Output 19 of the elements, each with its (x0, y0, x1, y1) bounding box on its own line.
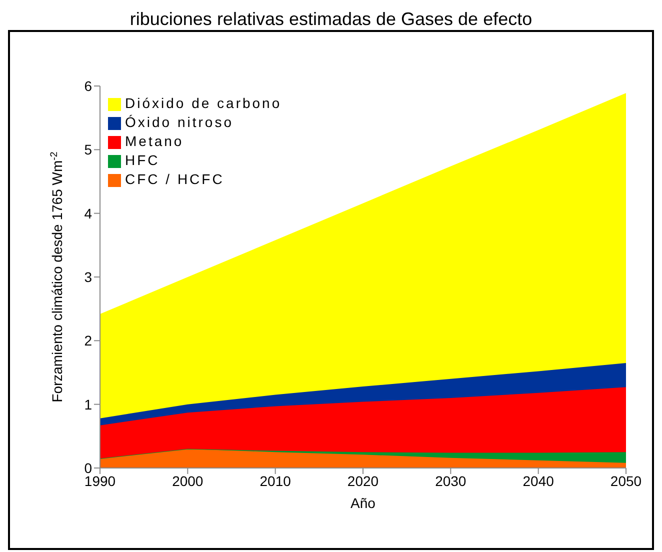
x-tick-label: 2040 (522, 472, 554, 489)
x-tick-label: 2010 (260, 472, 292, 489)
y-tick-label: 1 (84, 396, 92, 412)
legend-label: CFC / HCFC (125, 171, 224, 187)
y-tick-label: 6 (84, 78, 92, 94)
x-tick-label: 2030 (435, 472, 466, 489)
x-tick-label: 2000 (172, 472, 204, 489)
y-tick-label: 5 (84, 142, 92, 158)
legend-label: Óxido nitroso (125, 114, 234, 130)
legend-label: Metano (125, 133, 184, 149)
chart-title: ribuciones relativas estimadas de Gases de efecto (128, 8, 534, 30)
y-tick-label: 3 (84, 268, 92, 285)
y-tick-label: 2 (84, 332, 92, 349)
legend-label: HFC (125, 152, 160, 168)
y-tick-label: 4 (84, 205, 92, 222)
x-tick-label: 2020 (347, 472, 379, 489)
x-axis-title: Año (350, 495, 376, 511)
legend-label: Dióxido de carbono (125, 95, 282, 111)
x-tick-label: 2050 (610, 472, 642, 489)
